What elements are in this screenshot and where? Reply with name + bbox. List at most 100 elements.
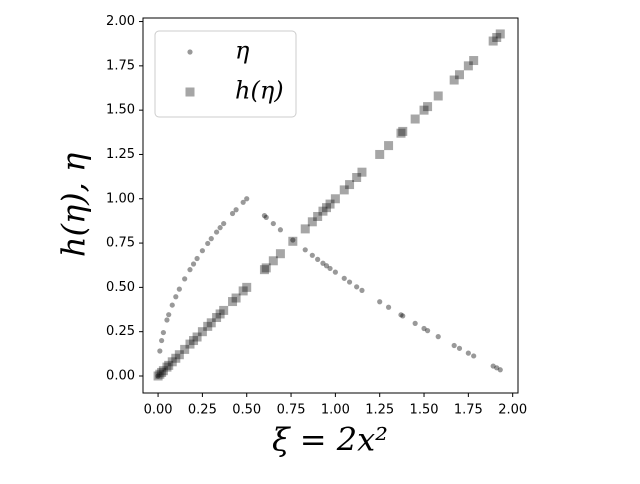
point (187, 267, 193, 273)
x-tick-label: 1.50 (410, 403, 439, 418)
point (231, 293, 241, 303)
point (228, 297, 238, 307)
point (318, 206, 328, 216)
point (421, 325, 427, 332)
point (497, 367, 503, 373)
point (189, 336, 199, 346)
point (185, 87, 195, 97)
point (419, 105, 429, 115)
point (157, 367, 167, 377)
legend-label: h(η) (235, 77, 284, 105)
point (423, 102, 433, 112)
point (330, 194, 340, 204)
point (153, 371, 163, 381)
point (424, 328, 431, 334)
point (488, 36, 498, 46)
point (169, 302, 175, 308)
point (261, 263, 271, 273)
point (238, 286, 248, 296)
point (322, 203, 332, 213)
point (233, 207, 239, 213)
point (309, 252, 315, 258)
point (327, 265, 333, 272)
point (357, 167, 367, 177)
point (339, 185, 349, 195)
point (219, 305, 229, 315)
point (244, 196, 250, 202)
x-tick-label: 0.75 (277, 403, 306, 418)
point (384, 141, 394, 151)
point (242, 282, 252, 292)
point (313, 211, 323, 221)
point (208, 236, 214, 242)
y-tick-label: 1.75 (106, 58, 135, 73)
point (492, 32, 502, 42)
point (194, 255, 200, 262)
point (160, 329, 166, 336)
x-tick-label: 1.75 (454, 403, 483, 418)
point (385, 304, 392, 310)
point (203, 321, 213, 331)
point (469, 56, 479, 66)
point (377, 299, 383, 305)
point (410, 114, 420, 124)
x-tick-label: 0.50 (232, 403, 261, 418)
point (302, 247, 308, 253)
point (454, 70, 464, 80)
point (221, 220, 227, 227)
point (164, 360, 174, 370)
point (171, 353, 181, 363)
point (205, 240, 211, 247)
point (176, 286, 182, 292)
x-tick-label: 1.00 (321, 403, 350, 418)
point (456, 345, 463, 351)
point (300, 224, 310, 234)
y-tick-label: 0.75 (106, 236, 135, 251)
point (159, 337, 165, 344)
point (345, 180, 355, 190)
point (180, 344, 190, 354)
x-tick-label: 0.00 (144, 403, 173, 418)
point (197, 327, 207, 337)
point (187, 49, 193, 55)
point (212, 313, 222, 323)
point (155, 373, 161, 379)
point (259, 265, 269, 275)
point (307, 217, 317, 227)
point (398, 312, 404, 318)
point (323, 263, 330, 269)
legend-box (154, 30, 297, 118)
point (315, 256, 321, 262)
point (190, 261, 197, 267)
point (240, 199, 246, 205)
point (157, 348, 163, 354)
point (332, 269, 338, 275)
y-tick-label: 0.25 (106, 324, 135, 339)
point (215, 309, 225, 319)
point (463, 61, 473, 71)
point (396, 128, 406, 138)
point (162, 362, 172, 372)
point (199, 248, 205, 254)
x-tick-label: 1.25 (365, 403, 394, 418)
x-tick-label: 2.00 (498, 403, 527, 418)
point (229, 210, 236, 217)
point (158, 366, 168, 376)
x-axis-label: ξ = 2x² (272, 421, 388, 459)
point (435, 334, 441, 340)
y-tick-label: 1.00 (106, 191, 135, 206)
point (346, 279, 353, 285)
point (277, 227, 284, 233)
y-axis-label: h(η), η (55, 153, 93, 257)
point (398, 126, 408, 136)
point (400, 313, 406, 319)
point (451, 342, 457, 349)
point (275, 249, 285, 259)
plot-frame (142, 17, 519, 394)
point (490, 363, 496, 369)
y-tick-label: 1.25 (106, 147, 135, 162)
point (288, 236, 298, 246)
point (192, 332, 202, 342)
point (433, 91, 443, 101)
point (341, 275, 347, 281)
